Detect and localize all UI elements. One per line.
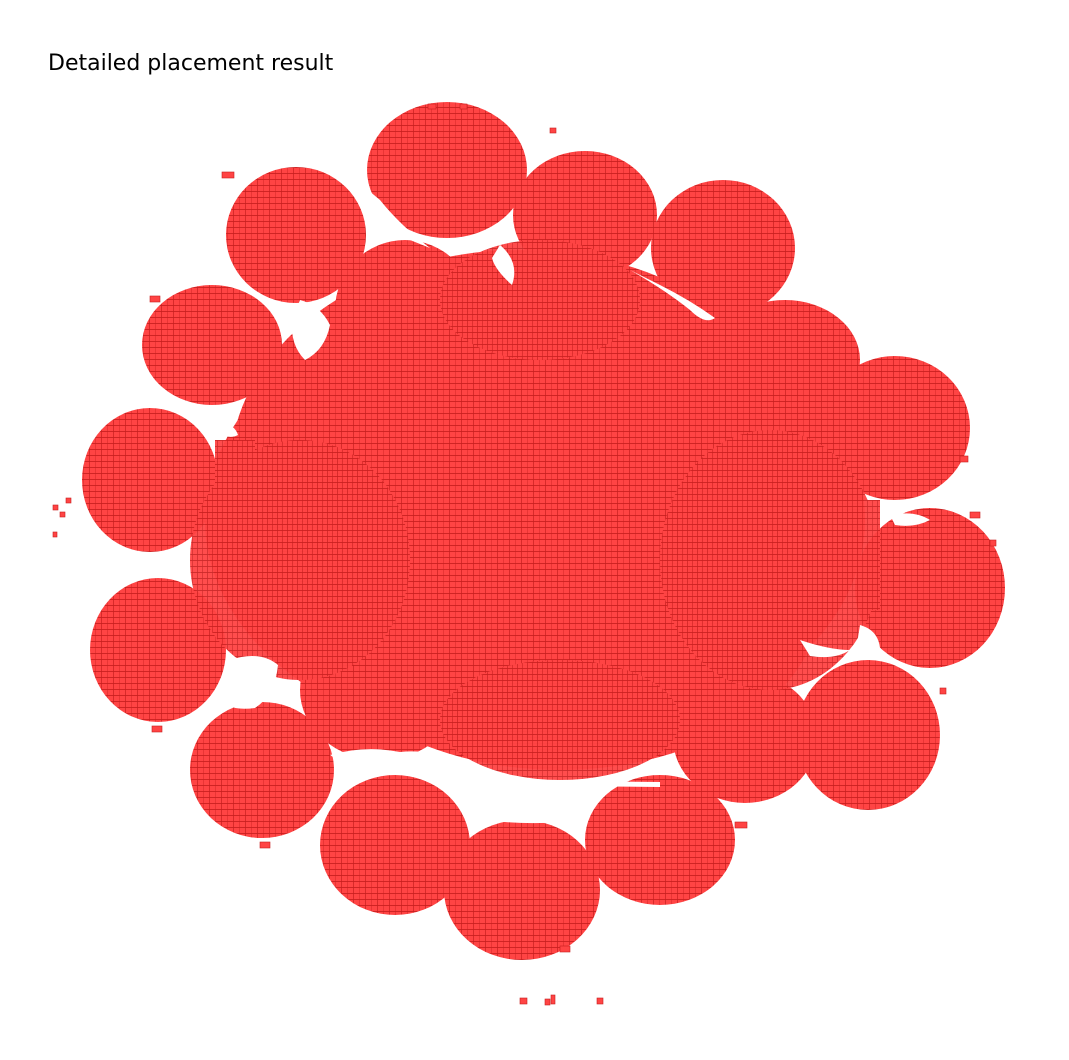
cell-lobe-bottom bbox=[444, 820, 600, 960]
cell-lobe-right-lower bbox=[796, 660, 940, 810]
plot-title: Detailed placement result bbox=[48, 51, 334, 76]
whitespace-gaps bbox=[90, 185, 930, 824]
cell-lobe-left-lower bbox=[90, 578, 226, 722]
cell-fill-bridges bbox=[190, 240, 880, 780]
cell-lobe-right-1 bbox=[820, 356, 970, 500]
cell-lobe-top-right-2 bbox=[651, 180, 795, 316]
cell-lobe-top-left bbox=[226, 167, 366, 303]
cell-lobe-right-2 bbox=[855, 508, 1005, 668]
cell-lobe-left-upper bbox=[142, 285, 282, 405]
cell-lobe-top bbox=[367, 102, 527, 238]
outlier-cells bbox=[52, 103, 997, 1006]
cell-lobe-bottom-left-1 bbox=[320, 775, 470, 915]
cell-lobe-bottom-right-1 bbox=[673, 673, 817, 803]
cell-lobe-right-upper bbox=[710, 300, 860, 420]
cell-lobe-inner-top bbox=[335, 240, 475, 380]
cell-lobes bbox=[82, 102, 1005, 960]
cell-lobe-left-mid bbox=[82, 408, 218, 552]
cell-lobe-bottom-left-2 bbox=[190, 702, 334, 838]
cell-lobe-bottom-right-2 bbox=[585, 775, 735, 905]
